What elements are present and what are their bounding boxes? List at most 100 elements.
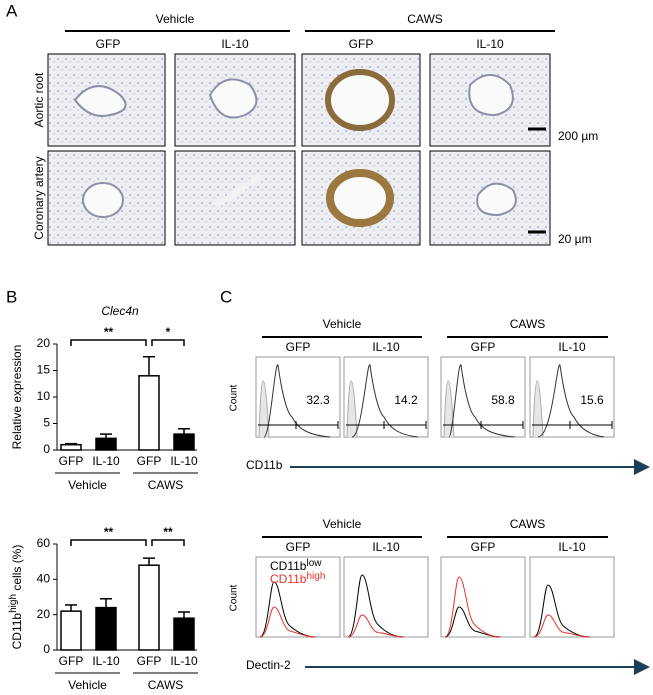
y-axis-label: CD11bhigh cells (%) xyxy=(8,545,25,650)
y-tick-label: 5 xyxy=(43,416,50,430)
histogram-frame xyxy=(440,556,526,638)
chart-title: Clec4n xyxy=(101,304,139,318)
legend-text: CD11b xyxy=(270,572,307,586)
vessel xyxy=(73,85,127,117)
y-tick-label: 20 xyxy=(37,607,51,621)
gate-percentage: 32.3 xyxy=(306,393,330,407)
histogram-curve xyxy=(448,364,516,438)
panel-label: A xyxy=(6,1,18,20)
group-label: Vehicle xyxy=(156,12,195,26)
gate xyxy=(258,421,339,429)
group-label: CAWS xyxy=(510,517,546,531)
bar xyxy=(173,433,195,451)
histogram-curve xyxy=(263,364,331,438)
significance-bracket xyxy=(151,539,185,546)
legend-entry: CD11blow xyxy=(270,558,322,574)
column-label: GFP xyxy=(286,340,311,354)
significance-label: ** xyxy=(163,525,173,539)
significance-bracket xyxy=(151,339,185,346)
significance-label: ** xyxy=(104,325,114,339)
significance-label: ** xyxy=(104,525,114,539)
bar xyxy=(60,443,82,451)
tissue-shapes xyxy=(73,69,517,227)
x-tick-label: IL-10 xyxy=(92,654,120,668)
y-axis-label: Relative expression xyxy=(10,345,24,450)
y-tick-label: 40 xyxy=(37,572,51,586)
x-tick-label: GFP xyxy=(59,454,84,468)
bar xyxy=(95,606,117,651)
histogram-frame xyxy=(343,356,429,438)
y-axis-label: CD11b xyxy=(10,613,24,650)
x-tick-label: IL-10 xyxy=(92,454,120,468)
histogram-curve xyxy=(351,364,419,438)
column-label: GFP xyxy=(471,540,496,554)
histogram-frame xyxy=(529,556,615,638)
gate xyxy=(443,421,524,429)
x-tick-label: GFP xyxy=(137,454,162,468)
significance-bracket xyxy=(70,339,147,346)
row-label: Aortic root xyxy=(32,72,46,127)
gate-percentage: 14.2 xyxy=(394,393,418,407)
group-label: Vehicle xyxy=(323,317,362,331)
y-axis-label: Relative expression xyxy=(10,345,24,450)
gate xyxy=(532,421,613,429)
column-label: GFP xyxy=(286,540,311,554)
y-tick-label: 20 xyxy=(37,336,51,350)
isotype-curve xyxy=(258,380,270,438)
histogram-curve xyxy=(259,581,317,638)
vessel xyxy=(325,69,395,131)
histogram-curve xyxy=(537,364,605,438)
gate-percentage: 15.6 xyxy=(580,393,604,407)
legend-sup: low xyxy=(306,558,322,569)
column-label: IL-10 xyxy=(558,540,586,554)
x-axis-label: Dectin-2 xyxy=(246,658,291,672)
y-axis-label: high xyxy=(8,594,19,613)
y-axis-label: cells (%) xyxy=(10,545,24,594)
histogram-curve xyxy=(533,614,591,638)
panel-label: B xyxy=(6,287,17,306)
vessel xyxy=(82,182,124,218)
group-label: Vehicle xyxy=(323,517,362,531)
column-label: IL-10 xyxy=(372,540,400,554)
vessel xyxy=(213,172,262,208)
bar xyxy=(95,437,117,451)
bar xyxy=(173,617,195,651)
legend-entry: CD11bhigh xyxy=(270,571,325,587)
significance-label: * xyxy=(166,325,171,339)
panel-label: C xyxy=(220,287,232,306)
group-label: CAWS xyxy=(148,678,184,692)
histogram-curve xyxy=(347,614,405,638)
bar xyxy=(60,610,82,651)
flow-panel: Vehicle CAWS GFP 32.3 IL-10 14.2 GFP 58.8 IL-10 1… xyxy=(255,317,615,638)
x-tick-label: IL-10 xyxy=(170,654,198,668)
column-label: IL-10 xyxy=(558,340,586,354)
histogram-curve xyxy=(259,606,317,638)
group-label: Vehicle xyxy=(68,678,107,692)
isotype-curve xyxy=(532,380,544,438)
vessel xyxy=(326,169,394,227)
x-tick-label: GFP xyxy=(59,654,84,668)
histogram-frame xyxy=(440,356,526,438)
isotype-curve xyxy=(346,380,358,438)
bar xyxy=(138,564,160,651)
histogram-curve xyxy=(444,576,502,638)
column-label: IL-10 xyxy=(476,37,504,51)
vessel xyxy=(476,182,517,217)
y-tick-label: 60 xyxy=(37,536,51,550)
legend-sup: high xyxy=(306,571,325,582)
y-tick-label: 0 xyxy=(43,642,50,656)
micrograph xyxy=(174,150,296,246)
y-axis-label: Count xyxy=(229,384,240,411)
legend-text: CD11b xyxy=(270,559,307,573)
bar xyxy=(138,375,160,451)
group-label: Vehicle xyxy=(68,478,107,492)
column-label: IL-10 xyxy=(221,37,249,51)
column-label: GFP xyxy=(96,37,121,51)
histogram-curve xyxy=(347,574,405,638)
scale-label: 200 µm xyxy=(558,129,598,143)
x-tick-label: IL-10 xyxy=(170,454,198,468)
histogram-curve xyxy=(533,584,591,638)
y-axis-label: Count xyxy=(229,584,240,611)
x-tick-label: GFP xyxy=(137,654,162,668)
